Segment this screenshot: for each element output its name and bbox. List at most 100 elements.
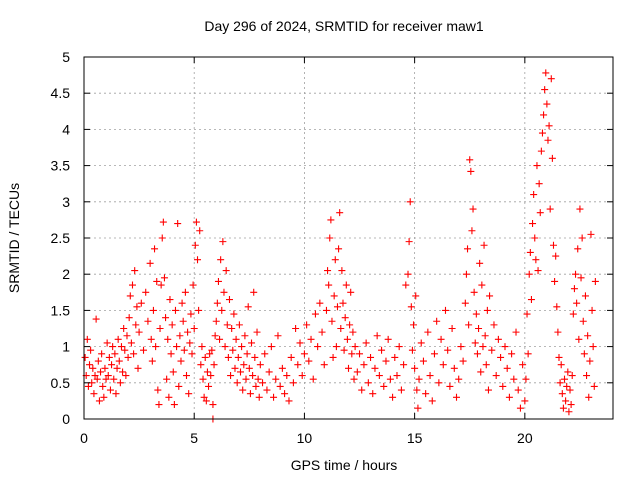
data-point [468,227,476,235]
data-point [369,390,377,398]
data-point [230,310,238,318]
data-point [350,375,358,383]
data-point [86,361,94,369]
data-point [187,310,195,318]
data-point [121,346,129,354]
data-point [424,328,432,336]
data-point [578,234,586,242]
data-point [422,390,430,398]
data-point [234,353,242,361]
data-point [207,372,215,380]
data-point [180,346,188,354]
data-point [320,361,328,369]
data-point [248,339,256,347]
data-point [336,209,344,217]
data-point [158,234,166,242]
data-point [305,357,313,365]
data-point [314,343,322,351]
data-point [481,332,489,340]
data-point [155,401,163,409]
data-point [263,386,271,394]
data-point [91,372,99,380]
data-point [340,346,348,354]
data-point [533,162,541,170]
data-point [529,220,537,228]
data-point [544,136,552,144]
data-point [414,404,422,412]
data-point [87,346,95,354]
data-point [516,404,524,412]
data-point [546,205,554,213]
data-point [178,299,186,307]
data-point [92,315,100,323]
data-point [552,252,560,260]
data-point [522,375,530,383]
data-point [568,372,576,380]
data-point [577,274,585,282]
data-point [174,220,182,228]
data-point [466,156,474,164]
data-point [140,346,148,354]
data-point [490,321,498,329]
data-point [450,364,458,372]
data-point [364,379,372,387]
data-point [203,368,211,376]
data-point [573,299,581,307]
data-point [373,332,381,340]
data-point [488,346,496,354]
data-point [397,386,405,394]
y-tick-label: 0.5 [51,375,71,391]
data-point [81,353,89,361]
data-point [478,281,486,289]
data-point [165,393,173,401]
data-point [353,368,361,376]
data-point [345,364,352,372]
data-point [575,335,583,343]
data-point [565,408,573,416]
data-point [164,335,172,343]
data-point [382,357,390,365]
data-point [563,382,571,390]
data-point [156,325,164,332]
y-tick-label: 3 [62,194,70,210]
data-point [587,230,595,238]
data-point [255,393,263,401]
data-point [497,353,505,361]
data-point [400,361,408,369]
data-point [309,375,317,383]
data-point [419,357,427,365]
data-point [292,325,300,332]
data-point [475,325,483,332]
data-point [330,292,338,300]
data-point [170,401,178,409]
data-point [167,350,175,358]
data-point [367,353,375,361]
data-point [455,375,463,383]
data-point [483,306,491,314]
data-point [471,339,479,347]
data-point [144,317,152,325]
data-point [446,382,454,390]
data-point [378,346,386,354]
data-point [349,328,357,336]
data-point [566,386,574,394]
data-point [519,361,527,369]
data-point [142,288,150,296]
data-point [194,256,202,264]
data-point [333,303,341,311]
data-point [389,393,397,401]
data-point [464,245,472,253]
data-point [184,328,192,336]
data-point [254,375,262,383]
data-point [337,325,345,332]
data-point [199,375,207,383]
data-point [133,303,141,311]
x-tick-label: 0 [80,430,88,446]
data-point [514,386,522,394]
data-point [553,303,561,311]
data-point [570,285,578,293]
y-tick-label: 0 [62,411,70,427]
data-point [472,310,480,318]
data-point [197,361,205,369]
y-tick-label: 1 [62,339,70,355]
